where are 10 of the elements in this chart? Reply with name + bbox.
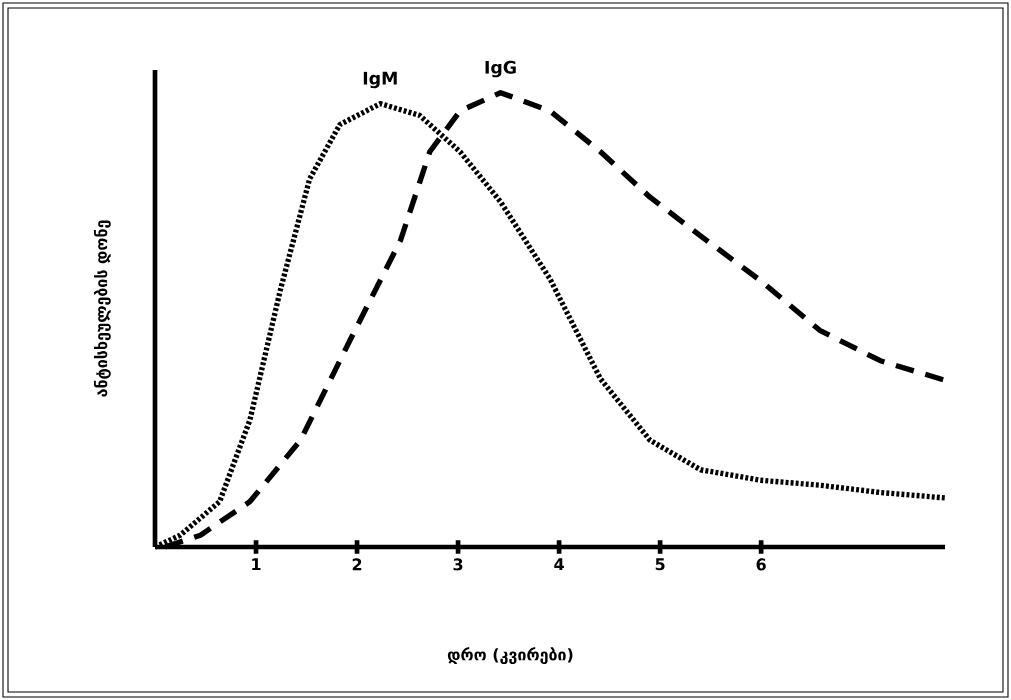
x-axis-title: დრო (კვირები) — [447, 647, 573, 665]
x-tick-label: 1 — [252, 558, 261, 571]
x-tick-label: 3 — [453, 558, 463, 571]
series-label: IgM — [363, 71, 397, 89]
x-tick-label: 4 — [554, 558, 564, 571]
series-label: IgG — [485, 60, 516, 78]
y-axis-title: ანტისხეულების დონე — [93, 220, 111, 397]
x-tick-label: 2 — [352, 558, 362, 571]
x-tick-label: 5 — [655, 558, 665, 571]
x-tick-label: 6 — [756, 558, 766, 571]
